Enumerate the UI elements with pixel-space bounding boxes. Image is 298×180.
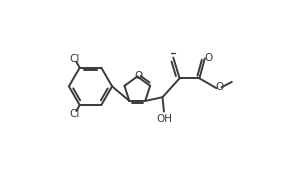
Text: OH: OH [156, 114, 172, 124]
Text: O: O [205, 53, 213, 63]
Text: O: O [134, 71, 142, 81]
Text: Cl: Cl [70, 54, 80, 64]
Text: O: O [215, 82, 224, 92]
Text: Cl: Cl [70, 109, 80, 118]
